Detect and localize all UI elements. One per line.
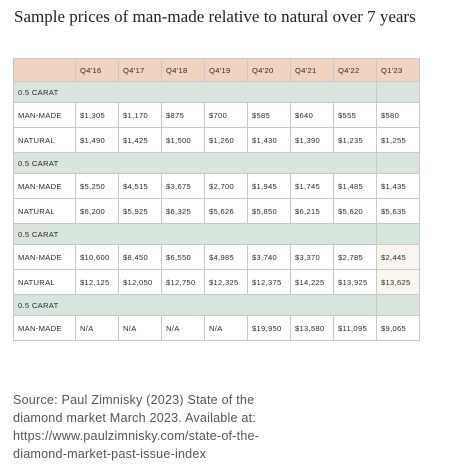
- table-cell: $6,215: [290, 198, 334, 224]
- table-cell: $6,325: [161, 198, 205, 224]
- table-cell: $875: [161, 102, 205, 128]
- table-cell: $12,375: [247, 269, 291, 295]
- section-label: 0.5 CARAT: [13, 81, 377, 103]
- price-table: Q4'16 Q4'17 Q4'18 Q4'19 Q4'20 Q4'21 Q4'22 Q1'23…: [13, 58, 420, 341]
- table-cell: $700: [204, 102, 248, 128]
- table-cell: $19,950: [247, 315, 291, 341]
- section-row-end: [376, 81, 420, 103]
- table-cell: $1,945: [247, 173, 291, 199]
- row-label: MAN-MADE: [13, 173, 76, 199]
- section-row: 0.5 CARAT: [13, 294, 420, 316]
- section-row-end: [376, 294, 420, 316]
- table-cell: $2,785: [333, 244, 377, 270]
- table-cell: $12,325: [204, 269, 248, 295]
- table-cell: $14,225: [290, 269, 334, 295]
- table-cell: $1,435: [376, 173, 420, 199]
- table-cell: $640: [290, 102, 334, 128]
- row-label: NATURAL: [13, 269, 76, 295]
- table-cell: $1,500: [161, 127, 205, 153]
- table-cell: $3,370: [290, 244, 334, 270]
- section-row: 0.5 CARAT: [13, 152, 420, 174]
- table-row: MAN-MADE $10,600 $8,450 $6,550 $4,985 $3,740 $…: [13, 244, 420, 270]
- table-cell: $8,450: [118, 244, 162, 270]
- section-row-end: [376, 152, 420, 174]
- table-cell: $1,235: [333, 127, 377, 153]
- header-corner: [13, 58, 76, 82]
- table-cell: N/A: [75, 315, 119, 341]
- row-label: MAN-MADE: [13, 315, 76, 341]
- table-cell: N/A: [118, 315, 162, 341]
- table-cell: $9,065: [376, 315, 420, 341]
- section-label: 0.5 CARAT: [13, 223, 377, 245]
- page-title: Sample prices of man-made relative to na…: [14, 7, 416, 26]
- table-cell: $5,925: [118, 198, 162, 224]
- table-cell: $580: [376, 102, 420, 128]
- table-cell: $585: [247, 102, 291, 128]
- source-note: Source: Paul Zimnisky (2023) State of th…: [13, 391, 453, 463]
- table-cell: $5,626: [204, 198, 248, 224]
- table-cell: $1,425: [118, 127, 162, 153]
- table-cell: $10,600: [75, 244, 119, 270]
- table-cell: $555: [333, 102, 377, 128]
- table-row: MAN-MADE $5,250 $4,515 $3,675 $2,700 $1,945 $1…: [13, 173, 420, 199]
- table-header-row: Q4'16 Q4'17 Q4'18 Q4'19 Q4'20 Q4'21 Q4'22 Q1'23: [13, 58, 420, 82]
- table-cell: $13,925: [333, 269, 377, 295]
- table-cell: $1,430: [247, 127, 291, 153]
- table-cell: $2,700: [204, 173, 248, 199]
- table-cell: $1,490: [75, 127, 119, 153]
- table-row: MAN-MADE N/A N/A N/A N/A $19,950 $13,580 $11,09…: [13, 315, 420, 341]
- table-cell: $1,305: [75, 102, 119, 128]
- table-cell: $5,620: [333, 198, 377, 224]
- table-cell: $1,260: [204, 127, 248, 153]
- table-cell: $4,515: [118, 173, 162, 199]
- row-label: MAN-MADE: [13, 102, 76, 128]
- table-cell: $5,635: [376, 198, 420, 224]
- table-cell: $13,625: [376, 269, 420, 295]
- table-cell: $5,250: [75, 173, 119, 199]
- table-cell: $6,200: [75, 198, 119, 224]
- column-header: Q4'18: [161, 58, 205, 82]
- column-header: Q4'22: [333, 58, 377, 82]
- table-cell: $12,125: [75, 269, 119, 295]
- section-row: 0.5 CARAT: [13, 81, 420, 103]
- row-label: MAN-MADE: [13, 244, 76, 270]
- table-cell: $11,095: [333, 315, 377, 341]
- table-cell: $1,170: [118, 102, 162, 128]
- column-header: Q4'17: [118, 58, 162, 82]
- source-line: diamond market March 2023. Available at:: [13, 411, 256, 425]
- column-header: Q4'20: [247, 58, 291, 82]
- table-row: MAN-MADE $1,305 $1,170 $875 $700 $585 $640 $555…: [13, 102, 420, 128]
- table-cell: $2,445: [376, 244, 420, 270]
- table-row: NATURAL $6,200 $5,925 $6,325 $5,626 $5,850 $6,…: [13, 198, 420, 224]
- table-cell: $3,740: [247, 244, 291, 270]
- table-cell: N/A: [204, 315, 248, 341]
- source-line: Source: Paul Zimnisky (2023) State of th…: [13, 393, 255, 407]
- column-header: Q4'19: [204, 58, 248, 82]
- column-header: Q1'23: [376, 58, 420, 82]
- table-cell: $4,985: [204, 244, 248, 270]
- table-cell: $13,580: [290, 315, 334, 341]
- table-row: NATURAL $12,125 $12,050 $12,750 $12,325 $12,3…: [13, 269, 420, 295]
- source-link: https://www.paulzimnisky.com/state-of-th…: [13, 429, 260, 443]
- table-cell: $1,745: [290, 173, 334, 199]
- column-header: Q4'16: [75, 58, 119, 82]
- table-cell: $12,750: [161, 269, 205, 295]
- table-cell: $5,850: [247, 198, 291, 224]
- table-cell: $1,390: [290, 127, 334, 153]
- source-link: diamond-market-past-issue-index: [13, 447, 207, 461]
- table-cell: $6,550: [161, 244, 205, 270]
- table-cell: $12,050: [118, 269, 162, 295]
- row-label: NATURAL: [13, 127, 76, 153]
- table-cell: N/A: [161, 315, 205, 341]
- table-cell: $3,675: [161, 173, 205, 199]
- section-row-end: [376, 223, 420, 245]
- section-row: 0.5 CARAT: [13, 223, 420, 245]
- table-row: NATURAL $1,490 $1,425 $1,500 $1,260 $1,430 $1,…: [13, 127, 420, 153]
- section-label: 0.5 CARAT: [13, 294, 377, 316]
- section-label: 0.5 CARAT: [13, 152, 377, 174]
- column-header: Q4'21: [290, 58, 334, 82]
- table-cell: $1,255: [376, 127, 420, 153]
- row-label: NATURAL: [13, 198, 76, 224]
- table-cell: $1,485: [333, 173, 377, 199]
